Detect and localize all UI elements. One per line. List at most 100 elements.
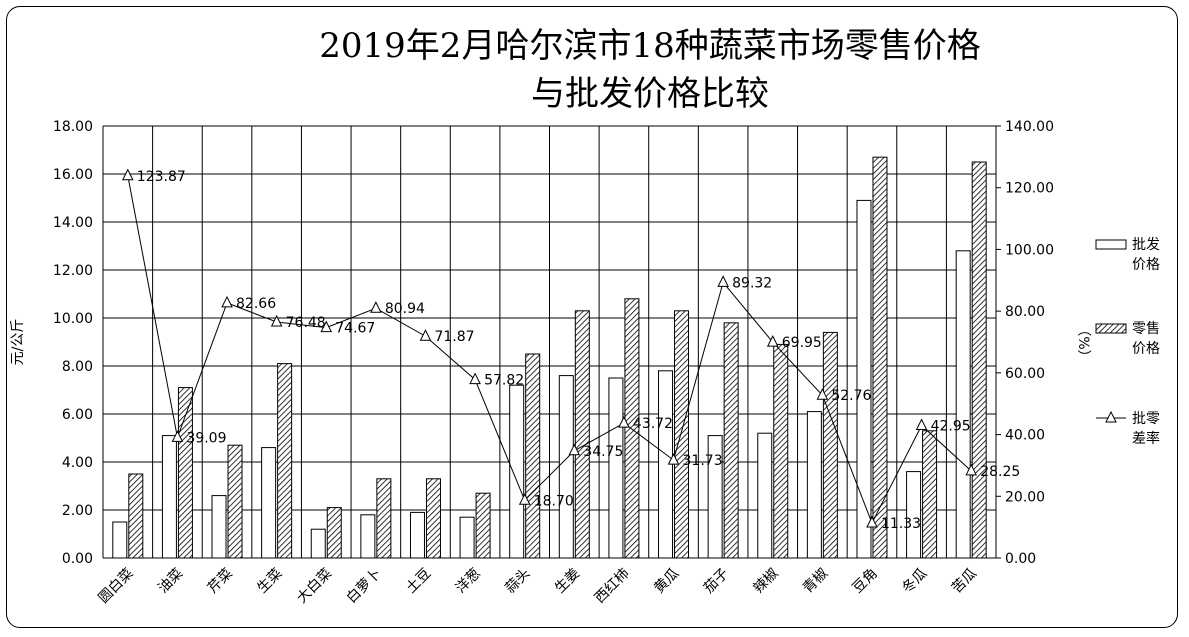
bar-retail (425, 478, 441, 559)
marker-rate (766, 335, 779, 347)
legend-swatch-retail (1095, 323, 1127, 334)
bar-retail (723, 322, 739, 559)
legend-label-wholesale-1: 批发 (1132, 237, 1160, 253)
y-left-tick-label: 6.00 (62, 407, 93, 423)
data-label-rate: 52.76 (831, 388, 871, 404)
legend-label-retail-1: 零售 (1132, 321, 1160, 337)
y-left-tick-label: 4.00 (62, 455, 93, 471)
legend-marker-rate (1105, 410, 1117, 423)
x-tick-label: 蒜头 (502, 566, 533, 597)
x-tick-label: 豆角 (850, 566, 881, 597)
marker-rate (618, 415, 630, 428)
bar-wholesale (459, 516, 475, 559)
y-left-axis-label: 元/公斤 (10, 319, 26, 366)
y-right-tick-label: 40.00 (1005, 428, 1045, 444)
bar-retail (177, 387, 193, 559)
data-label-rate: 74.67 (335, 321, 375, 337)
data-label-rate: 28.25 (980, 464, 1020, 480)
x-tick-label: 土豆 (403, 566, 434, 597)
data-label-rate: 11.33 (881, 516, 921, 532)
data-label-rate: 43.72 (633, 416, 673, 432)
x-tick-label: 油菜 (155, 566, 186, 597)
legend-swatch-wholesale (1095, 239, 1127, 250)
bar-wholesale (409, 511, 425, 559)
marker-rate (469, 372, 481, 385)
x-tick-label: 西红柿 (591, 565, 633, 607)
bar-wholesale (310, 528, 326, 559)
y-left-tick-label: 0.00 (62, 551, 93, 567)
bar-wholesale (211, 495, 227, 559)
bar-wholesale (707, 435, 723, 559)
marker-rate (419, 329, 432, 341)
data-label-rate: 42.95 (931, 418, 971, 434)
bar-wholesale (856, 199, 872, 559)
bar-retail (277, 363, 293, 559)
bar-retail (227, 444, 243, 559)
data-label-rate: 76.48 (286, 315, 326, 331)
legend-label-rate-1: 批零 (1132, 411, 1160, 427)
bar-retail (574, 310, 590, 559)
bar-wholesale (608, 377, 624, 559)
line-rate (127, 175, 972, 525)
legend-label-wholesale-2: 价格 (1132, 257, 1160, 273)
bar-wholesale (509, 384, 525, 559)
bar-retail (128, 473, 144, 559)
data-label-rate: 123.87 (137, 169, 186, 185)
marker-rate (171, 430, 184, 442)
bar-wholesale (757, 432, 773, 559)
bar-wholesale (955, 250, 971, 559)
marker-rate (816, 388, 829, 400)
bar-retail (624, 298, 640, 559)
x-tick-label: 冬瓜 (899, 566, 930, 597)
bar-wholesale (360, 514, 376, 559)
bar-retail (475, 492, 491, 559)
bar-retail (971, 161, 987, 559)
y-right-tick-label: 20.00 (1005, 489, 1045, 505)
data-label-rate: 57.82 (484, 373, 524, 389)
marker-rate (221, 295, 233, 308)
marker-rate (915, 418, 928, 430)
x-tick-label: 白萝卜 (344, 566, 385, 607)
bar-wholesale (806, 411, 822, 559)
legend-label-rate-2: 差率 (1132, 430, 1160, 447)
x-tick-label: 辣椒 (750, 566, 781, 597)
y-right-tick-label: 80.00 (1005, 304, 1045, 320)
y-left-tick-label: 16.00 (53, 167, 93, 183)
marker-rate (965, 463, 978, 476)
data-label-rate: 69.95 (782, 335, 822, 351)
y-right-tick-label: 60.00 (1005, 366, 1045, 382)
data-label-rate: 39.09 (186, 430, 226, 446)
marker-rate (667, 452, 680, 465)
data-label-rate: 80.94 (385, 301, 425, 317)
y-right-tick-label: 140.00 (1005, 119, 1054, 135)
x-tick-label: 茄子 (700, 565, 732, 597)
bar-wholesale (161, 435, 177, 559)
bar-retail (525, 353, 541, 559)
marker-rate (370, 301, 382, 313)
bar-wholesale (261, 447, 277, 559)
y-left-tick-label: 8.00 (62, 359, 93, 375)
bar-wholesale (112, 521, 128, 559)
marker-rate (518, 493, 531, 505)
bar-retail (773, 343, 789, 559)
y-left-tick-label: 12.00 (53, 263, 93, 279)
chart-title-line1: 2019年2月哈尔滨市18种蔬菜市场零售价格 (319, 26, 981, 66)
bar-wholesale (558, 375, 574, 559)
marker-rate (717, 275, 729, 287)
y-right-axis-label: （%） (1075, 322, 1091, 363)
data-label-rate: 82.66 (236, 296, 276, 312)
y-right-tick-label: 0.00 (1005, 551, 1036, 567)
data-label-rate: 31.73 (683, 453, 723, 469)
x-tick-label: 圆白菜 (96, 566, 137, 607)
marker-rate (568, 443, 581, 456)
bar-wholesale (906, 471, 922, 559)
chart-title-line2: 与批发价格比较 (531, 74, 769, 114)
chart-frame (6, 6, 1178, 628)
bar-retail (674, 310, 690, 559)
x-tick-label: 苦瓜 (949, 566, 980, 597)
x-tick-label: 青椒 (800, 566, 831, 597)
data-label-rate: 71.87 (434, 329, 474, 345)
y-left-tick-label: 14.00 (53, 215, 93, 231)
data-label-rate: 89.32 (732, 275, 772, 291)
